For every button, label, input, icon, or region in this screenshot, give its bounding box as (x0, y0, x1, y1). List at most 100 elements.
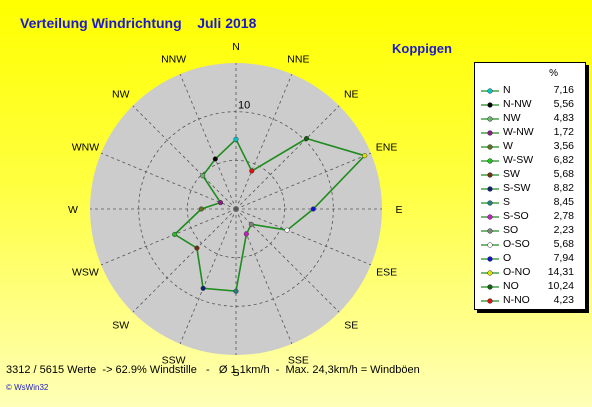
data-point (233, 136, 239, 142)
direction-label: E (395, 204, 402, 216)
data-point (303, 135, 310, 142)
legend-value: 2,78 (553, 210, 574, 222)
legend-label: SO (503, 224, 519, 236)
direction-label: W (68, 204, 78, 216)
data-point (249, 168, 255, 174)
legend-value: 10,24 (547, 280, 574, 292)
data-point (310, 206, 316, 212)
grid-spoke (179, 208, 237, 345)
legend-label: N-NW (503, 98, 532, 110)
legend-marker-icon (481, 184, 499, 197)
legend-item: W-NW 1,72 (475, 126, 585, 140)
legend-value: 14,31 (547, 266, 574, 278)
legend-label: O-NO (503, 266, 531, 278)
legend-label: O (503, 252, 512, 264)
direction-label: NNW (161, 53, 186, 65)
legend-marker-icon (481, 142, 499, 155)
legend-label: NO (503, 280, 519, 292)
legend-label: S-SO (503, 210, 529, 222)
data-point (200, 285, 206, 291)
data-point (284, 227, 290, 233)
legend-label: NW (503, 112, 521, 124)
data-point (362, 153, 368, 159)
legend-label: W-NW (503, 126, 534, 138)
legend-value: 7,16 (553, 84, 574, 96)
legend-marker-icon (481, 86, 499, 99)
data-point (248, 221, 254, 227)
legend-value: 5,68 (553, 168, 574, 180)
grid-spoke (235, 73, 293, 210)
legend-item: N-NO 4,23 (475, 294, 585, 308)
legend-item: O 7,94 (475, 252, 585, 266)
grid-spoke (100, 208, 237, 266)
direction-label: NW (112, 89, 130, 101)
legend-marker-icon (481, 212, 499, 225)
legend-marker-icon (481, 198, 499, 211)
legend-label: S (503, 196, 511, 208)
legend: % N 7,16 N-NW 5,56 NW 4,83 W-NW 1,72 W 3,56 W-SW 6,… (474, 62, 586, 310)
footer-stats: 3312 / 5615 Werte -> 62.9% Windstille - … (6, 364, 420, 376)
direction-label: SW (112, 319, 129, 331)
legend-item: S-SO 2,78 (475, 210, 585, 224)
legend-label: N (503, 84, 511, 96)
legend-marker-icon (481, 114, 499, 127)
legend-value: 5,56 (553, 98, 574, 110)
legend-label: O-SO (503, 238, 530, 250)
legend-value: 8,45 (553, 196, 574, 208)
legend-item: S-SW 8,82 (475, 182, 585, 196)
legend-marker-icon (481, 268, 499, 281)
legend-marker-icon (481, 282, 499, 295)
legend-header: % (549, 68, 558, 79)
data-point (198, 206, 204, 212)
grid-spoke (132, 105, 237, 210)
data-point (233, 288, 239, 294)
brand-label: © WsWin32 (6, 383, 49, 392)
legend-marker-icon (481, 296, 499, 309)
legend-item: NW 4,83 (475, 112, 585, 126)
direction-label: WSW (72, 266, 99, 278)
grid-spoke (235, 208, 293, 345)
legend-label: N-NO (503, 294, 530, 306)
legend-value: 3,56 (553, 140, 574, 152)
grid-spoke (132, 208, 237, 313)
legend-value: 7,94 (553, 252, 574, 264)
grid-spoke (179, 73, 237, 210)
legend-item: SW 5,68 (475, 168, 585, 182)
legend-item: SO 2,23 (475, 224, 585, 238)
grid-spoke (100, 152, 237, 210)
grid-spoke (235, 208, 340, 313)
legend-item: NO 10,24 (475, 280, 585, 294)
direction-label: ESE (376, 266, 397, 278)
grid-spoke (235, 152, 372, 210)
direction-label: SSW (162, 355, 186, 367)
legend-value: 4,83 (553, 112, 574, 124)
legend-value: 2,23 (553, 224, 574, 236)
direction-label: SE (344, 319, 358, 331)
legend-label: S-SW (503, 182, 531, 194)
legend-marker-icon (481, 226, 499, 239)
legend-item: W 3,56 (475, 140, 585, 154)
direction-label: N (232, 41, 240, 53)
grid-spoke (235, 208, 372, 266)
direction-label: S (232, 367, 239, 379)
legend-value: 5,68 (553, 238, 574, 250)
legend-marker-icon (481, 156, 499, 169)
legend-marker-icon (481, 100, 499, 113)
legend-item: N 7,16 (475, 84, 585, 98)
data-point (194, 245, 200, 251)
direction-label: ENE (376, 142, 398, 154)
legend-label: W-SW (503, 154, 534, 166)
legend-marker-icon (481, 170, 499, 183)
ring-label: 10 (238, 100, 250, 112)
legend-value: 8,82 (553, 182, 574, 194)
grid-spoke (235, 105, 340, 210)
data-point (243, 231, 249, 237)
data-point (212, 156, 218, 162)
legend-value: 1,72 (553, 126, 574, 138)
legend-item: W-SW 6,82 (475, 154, 585, 168)
legend-item: O-NO 14,31 (475, 266, 585, 280)
legend-marker-icon (481, 240, 499, 253)
legend-item: S 8,45 (475, 196, 585, 210)
direction-label: SSE (288, 355, 309, 367)
